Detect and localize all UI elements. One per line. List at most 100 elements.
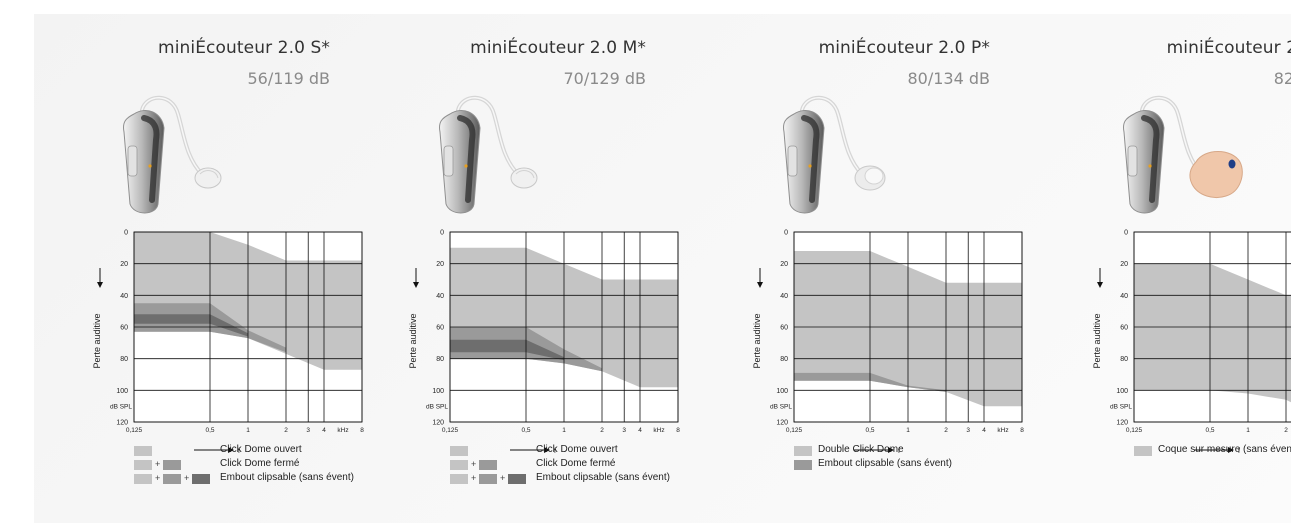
product-title: miniÉcouteur 2.0 S* — [158, 38, 330, 58]
y-tick-label: 100 — [432, 388, 444, 395]
y-axis-arrowhead — [757, 282, 763, 288]
legend-swatch — [479, 460, 497, 470]
hearing-aid-double-dome-icon — [783, 95, 886, 214]
legend-row: Click Dome ouvert — [134, 444, 374, 458]
x-tick-label: 4 — [322, 427, 326, 434]
legend-label: Click Dome ouvert — [536, 444, 618, 455]
x-axis-title: f — [898, 448, 900, 455]
legend-row: + + Embout clipsable (sans évent) — [134, 472, 374, 486]
legend-row: Embout clipsable (sans évent) — [794, 458, 1034, 472]
y-axis-title: Perte auditive — [92, 313, 102, 368]
y-tick-label: 20 — [436, 261, 444, 268]
x-tick-label: 4 — [638, 427, 642, 434]
product-gain: 80/134 dB — [907, 69, 990, 88]
y-tick-label: 40 — [120, 293, 128, 300]
series-band-3 — [134, 314, 248, 337]
x-tick-label: 0,5 — [521, 427, 530, 434]
hearing-aid-custom-shell-icon — [1123, 95, 1243, 214]
x-tick-label: 8 — [1020, 427, 1024, 434]
product-gain: 56/119 dB — [247, 69, 330, 88]
product-card-s: miniÉcouteur 2.0 S* 56/119 dB 0 20 40 60 80 100… — [34, 14, 364, 523]
hearing-loss-chart: 0 20 40 60 80 100 120 dB SPL 0,125 0,5 1 2 3 4 8 kHz Per… — [92, 230, 364, 456]
legend-swatch — [192, 474, 210, 484]
y-unit-label: dB SPL — [770, 404, 792, 411]
y-tick-label: 0 — [1124, 230, 1128, 237]
x-tick-label: 3 — [622, 427, 626, 434]
legend-swatch — [134, 460, 152, 470]
legend-plus: + — [471, 473, 477, 483]
y-tick-label: 40 — [436, 293, 444, 300]
hearing-aid-dome-icon — [123, 95, 222, 214]
y-axis-title: Perte auditive — [408, 313, 418, 368]
y-axis-title: Perte auditive — [752, 313, 762, 368]
x-tick-label: 0,125 — [126, 427, 143, 434]
comparison-panel: miniÉcouteur 2.0 S* 56/119 dB 0 20 40 60 80 100… — [34, 14, 1291, 523]
legend-swatch — [450, 460, 468, 470]
x-tick-label: 0,5 — [205, 427, 214, 434]
legend-plus: + — [471, 459, 477, 469]
y-tick-label: 40 — [1120, 293, 1128, 300]
y-tick-label: 80 — [1120, 356, 1128, 363]
y-tick-label: 60 — [1120, 325, 1128, 332]
x-tick-label: 0,5 — [1205, 427, 1214, 434]
legend-row: Coque sur mesure (sans évent) — [1134, 444, 1291, 458]
hearing-loss-chart: 0 20 40 60 80 100 120 dB SPL 0,125 0,5 1 2 3 4 8 kHz Per… — [408, 230, 680, 456]
y-tick-label: 120 — [776, 420, 788, 427]
x-tick-label: 2 — [1284, 427, 1288, 434]
legend-swatch — [794, 460, 812, 470]
x-tick-label: 2 — [944, 427, 948, 434]
x-tick-label: 0,5 — [865, 427, 874, 434]
legend: Click Dome ouvert + Click Dome fermé + + Embo… — [134, 444, 374, 486]
legend-row: + + Embout clipsable (sans évent) — [450, 472, 690, 486]
legend-label: Click Dome ouvert — [220, 444, 302, 455]
x-tick-label: 2 — [284, 427, 288, 434]
x-tick-label: 1 — [906, 427, 910, 434]
plot-border — [793, 231, 1023, 423]
legend-plus: + — [155, 459, 161, 469]
x-unit-label: kHz — [653, 427, 664, 434]
y-axis-arrowhead — [1097, 282, 1103, 288]
series-band-3 — [450, 339, 564, 361]
x-tick-label: 0,125 — [1126, 427, 1143, 434]
legend-row: + Click Dome fermé — [134, 458, 374, 472]
legend-label: Embout clipsable (sans évent) — [220, 472, 354, 483]
legend-swatch — [450, 474, 468, 484]
y-tick-label: 40 — [780, 293, 788, 300]
product-title: miniÉcouteur 2.0 S — [1166, 38, 1291, 58]
legend-label: Double Click Dome — [818, 444, 904, 455]
x-axis-arrowhead — [1228, 447, 1234, 453]
x-axis-title: f — [238, 448, 240, 455]
legend-row: Double Click Dome — [794, 444, 1034, 458]
legend-label: Embout clipsable (sans évent) — [536, 472, 670, 483]
product-card-m: miniÉcouteur 2.0 M* 70/129 dB 0 20 40 60 80 100… — [350, 14, 680, 523]
legend-swatch — [450, 446, 468, 456]
legend-swatch — [1134, 446, 1152, 456]
y-tick-label: 0 — [440, 230, 444, 237]
x-tick-label: 1 — [246, 427, 250, 434]
product-card-p: miniÉcouteur 2.0 P* 80/134 dB 0 20 40 60 80 100… — [694, 14, 1024, 523]
y-tick-label: 120 — [1116, 420, 1128, 427]
x-tick-label: 1 — [1246, 427, 1250, 434]
series-band-1 — [1134, 263, 1291, 403]
x-tick-label: 3 — [966, 427, 970, 434]
y-tick-label: 80 — [120, 356, 128, 363]
plot-border — [449, 231, 679, 423]
y-tick-label: 100 — [776, 388, 788, 395]
product-card-sp: miniÉcouteur 2.0 S 82/138 0 20 40 60 80 100 120 d… — [1034, 14, 1291, 523]
y-tick-label: 20 — [1120, 261, 1128, 268]
legend-swatch — [479, 474, 497, 484]
legend-swatch — [134, 446, 152, 456]
x-tick-label: 0,125 — [442, 427, 459, 434]
plot-border — [1133, 231, 1291, 423]
legend-swatch — [163, 460, 181, 470]
x-tick-label: 2 — [600, 427, 604, 434]
legend-plus: + — [500, 473, 506, 483]
legend-swatch — [794, 446, 812, 456]
legend-label: Coque sur mesure (sans évent) — [1158, 444, 1291, 455]
hearing-loss-chart: 0 20 40 60 80 100 120 dB SPL 0,125 0,5 1 2 3 4 8 kHz Per… — [752, 230, 1024, 456]
legend-label: Click Dome fermé — [536, 458, 616, 469]
x-tick-label: 8 — [360, 427, 364, 434]
y-unit-label: dB SPL — [110, 404, 132, 411]
legend-swatch — [134, 474, 152, 484]
x-tick-label: 3 — [306, 427, 310, 434]
